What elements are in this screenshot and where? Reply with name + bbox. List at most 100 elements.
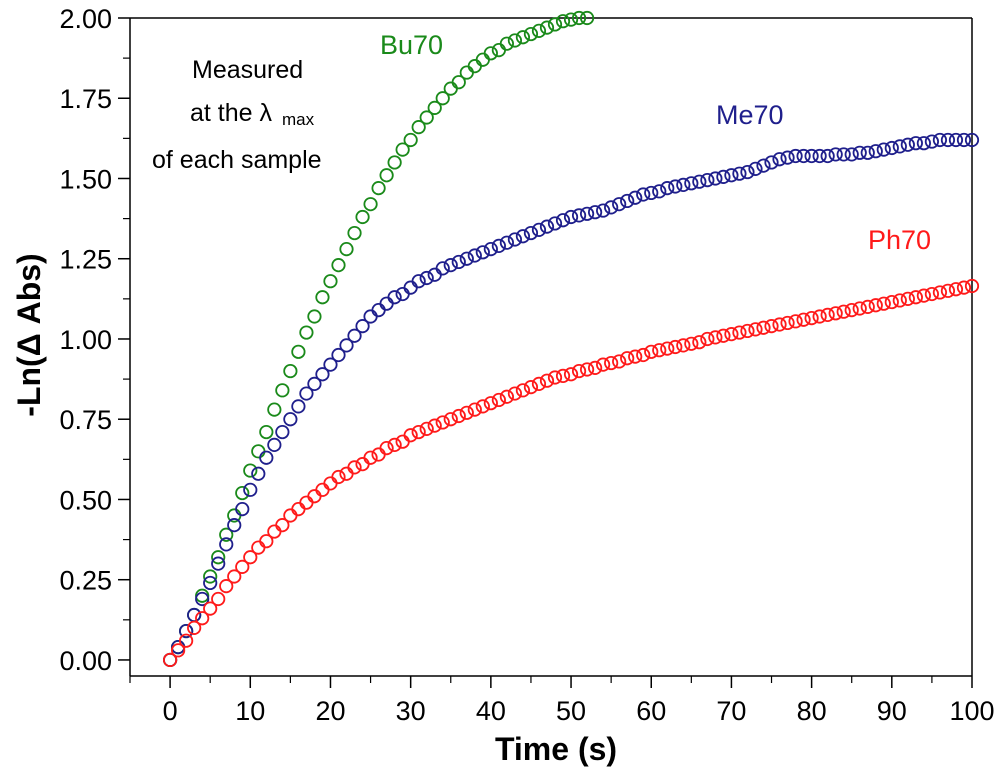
data-point-ph70 [299,495,314,510]
data-point-bu70 [499,36,514,51]
data-point-me70 [620,193,635,209]
data-point-ph70 [459,405,474,420]
data-point-me70 [507,232,523,247]
data-point-bu70 [411,120,426,135]
data-point-ph70 [275,518,290,533]
data-point-ph70 [579,362,595,377]
data-point-me70 [363,309,378,324]
data-point-me70 [684,176,699,191]
y-tick-label: 1.00 [59,325,112,355]
data-point-me70 [948,132,964,148]
data-point-ph70 [628,349,643,364]
data-point-me70 [283,412,298,427]
data-point-bu70 [219,527,234,542]
data-point-me70 [796,148,811,164]
data-point-ph70 [772,317,787,332]
y-tick-label: 2.00 [59,4,112,34]
data-point-me70 [227,518,242,533]
data-point-me70 [964,132,980,148]
data-point-ph70 [740,323,755,339]
data-point-ph70 [227,569,242,584]
data-point-ph70 [732,325,747,340]
data-point-me70 [820,148,835,164]
data-point-bu70 [211,550,226,565]
data-point-bu70 [395,142,410,157]
data-point-me70 [932,132,948,148]
measurement-note: Measured at the λ max of each sample [152,56,322,174]
data-point-ph70 [876,296,891,311]
data-point-me70 [291,399,306,414]
data-point-ph70 [932,285,948,300]
data-point-ph70 [451,408,466,424]
y-tick-label: 1.75 [59,84,112,114]
data-point-me70 [347,328,362,343]
data-point-me70 [331,347,346,363]
data-point-me70 [555,213,571,228]
y-tick-label: 0.75 [59,405,112,435]
data-point-bu70 [235,485,250,501]
data-point-bu70 [363,197,378,212]
x-tick-label: 90 [877,696,907,726]
data-point-me70 [307,376,322,392]
data-point-ph70 [828,306,843,321]
data-point-ph70 [588,360,603,375]
data-point-ph70 [604,355,619,371]
data-point-bu70 [331,258,346,273]
data-point-ph70 [363,450,378,465]
data-point-bu70 [459,65,474,80]
data-point-ph70 [892,293,907,308]
x-tick-label: 0 [163,696,178,726]
data-point-ph70 [427,418,442,433]
data-point-bu70 [291,344,306,359]
data-point-me70 [299,386,314,401]
data-point-bu70 [243,463,258,478]
data-point-ph70 [956,280,972,295]
data-point-bu70 [571,10,587,26]
data-point-me70 [195,591,210,607]
y-tick-label: 0.00 [59,646,112,676]
data-point-ph70 [571,363,587,379]
series-label-me70: Me70 [716,100,784,130]
data-point-me70 [419,270,434,286]
data-point-ph70 [924,286,940,302]
data-point-me70 [900,137,915,152]
data-point-me70 [483,242,498,257]
data-point-ph70 [259,534,274,549]
data-point-ph70 [764,319,779,334]
data-point-me70 [764,155,779,170]
x-tick-label: 20 [315,696,345,726]
data-point-me70 [740,164,755,180]
data-point-ph70 [836,304,851,319]
data-point-me70 [892,139,907,154]
data-point-ph70 [563,367,579,382]
series-ph70 [162,278,980,668]
data-point-ph70 [555,368,571,383]
data-point-me70 [668,179,683,194]
data-point-me70 [604,200,619,215]
data-point-me70 [515,229,531,244]
data-point-bu70 [427,100,442,115]
data-point-me70 [395,286,410,302]
data-point-ph70 [339,466,354,481]
data-point-me70 [411,274,426,289]
data-point-me70 [908,136,923,151]
data-point-ph70 [467,402,482,417]
data-point-me70 [692,174,707,189]
data-point-ph70 [796,312,811,327]
lambda-subscript: max [282,110,315,129]
data-point-bu70 [387,155,402,170]
note-line-3: of each sample [152,146,322,174]
data-point-ph70 [395,434,410,449]
data-point-ph70 [355,457,370,472]
data-point-me70 [780,150,795,165]
data-point-me70 [323,357,338,372]
data-point-ph70 [171,643,186,658]
data-point-ph70 [547,370,563,385]
x-ticks: 0 10 20 30 40 50 60 70 80 90 100 [129,676,995,726]
data-point-me70 [443,258,458,273]
data-point-ph70 [387,437,402,452]
y-tick-label: 1.25 [59,245,112,275]
data-point-bu70 [355,209,370,225]
data-point-ph70 [868,298,883,313]
